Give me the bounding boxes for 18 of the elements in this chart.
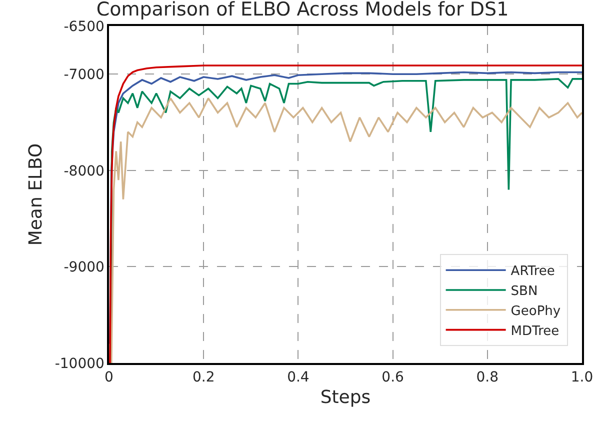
legend-label: GeoPhy (510, 304, 561, 319)
y-tick-label: -9000 (64, 260, 104, 276)
y-axis-title: Mean ELBO (26, 143, 47, 246)
y-tick-label: -8000 (64, 163, 104, 180)
x-tick-label: 0.4 (287, 370, 310, 386)
x-tick-label: 0.2 (192, 370, 215, 386)
legend-label: ARTree (510, 264, 555, 280)
legend-label: SBN (510, 284, 538, 300)
x-tick-label: 0.8 (476, 370, 499, 386)
chart-title: Comparison of ELBO Across Models for DS1 (96, 0, 509, 20)
x-tick-label: 0.6 (382, 370, 404, 386)
x-tick-label: 1.0 (570, 370, 594, 386)
y-tick-label: -7000 (64, 67, 104, 84)
y-tick-label: -10000 (54, 356, 104, 372)
x-axis-title: Steps (320, 387, 371, 408)
legend-label: MDTree (510, 324, 560, 339)
x-tick-label: 0 (104, 370, 114, 386)
y-tick-label: -6500 (64, 18, 104, 35)
